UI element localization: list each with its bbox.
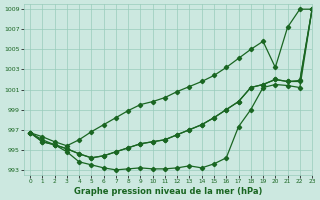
X-axis label: Graphe pression niveau de la mer (hPa): Graphe pression niveau de la mer (hPa) [74,187,262,196]
